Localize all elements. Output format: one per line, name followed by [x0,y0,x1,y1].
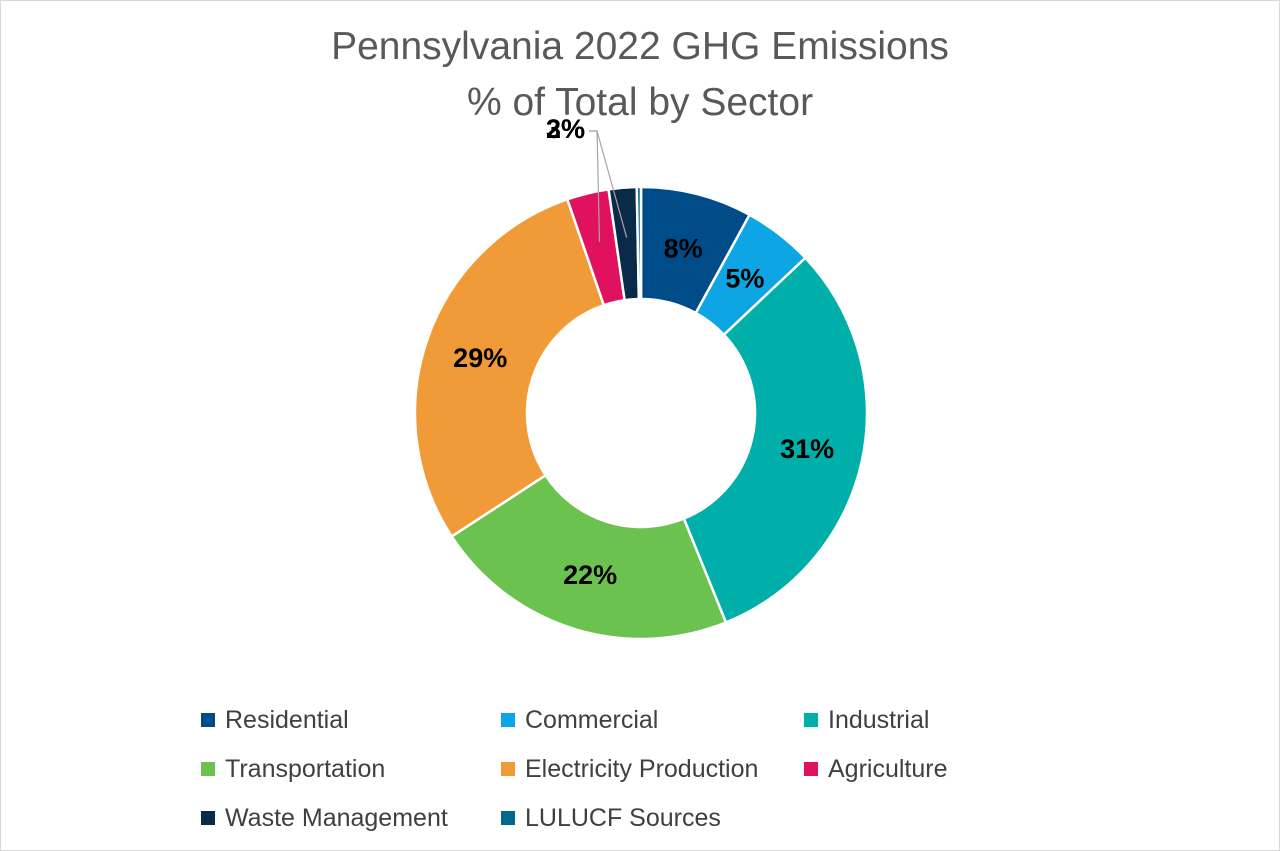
data-label-waste-management: 2% [546,114,585,144]
chart-title: Pennsylvania 2022 GHG Emissions % of Tot… [1,19,1279,131]
slice-lulucf-sources [635,185,643,301]
data-label-industrial: 31% [780,434,834,464]
leader-line-waste-management [589,130,628,238]
data-label-commercial: 5% [725,263,764,293]
slice-electricity-production [413,197,606,539]
chart-title-line-2: % of Total by Sector [466,81,814,124]
data-label-transportation: 22% [563,560,617,590]
data-label-electricity-production: 29% [453,343,507,373]
chart-title-line-1: Pennsylvania 2022 GHG Emissions [331,25,949,68]
slice-industrial [682,256,869,625]
data-label-residential: 8% [664,233,703,263]
slice-transportation [449,473,728,641]
data-label-agriculture: 3% [546,114,585,144]
